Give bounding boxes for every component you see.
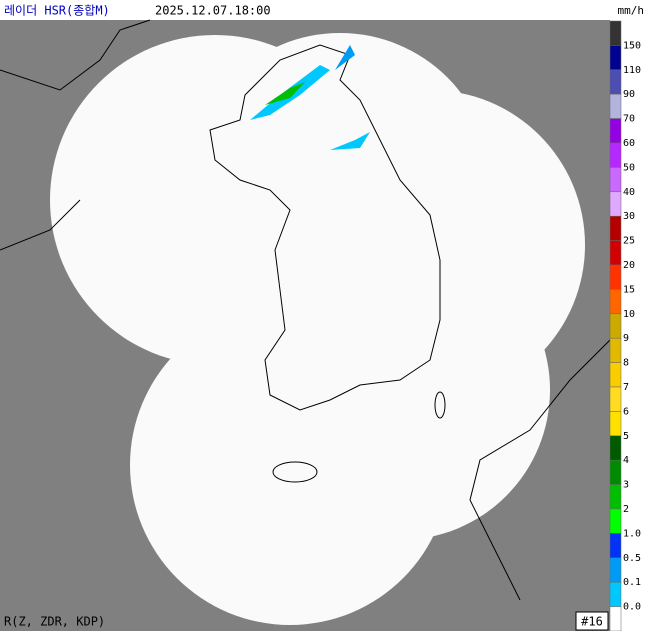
legend-label: 90 (623, 89, 635, 100)
legend-swatch (609, 240, 622, 266)
legend-label: 15 (623, 284, 635, 295)
title: 레이더 HSR(종합M) (4, 4, 110, 18)
precipitation (250, 45, 370, 150)
legend-swatch (609, 118, 622, 144)
legend-label: 4 (623, 455, 629, 466)
legend-swatch (609, 337, 622, 363)
legend-label: 110 (623, 65, 641, 76)
legend-swatch (609, 215, 622, 241)
legend-label: 70 (623, 114, 635, 125)
legend-swatch (609, 386, 622, 412)
legend: 150 110 90 70 60 50 40 30 25 20 15 10 9 8 7 6 5 4 3 2 1.0 0.5… (609, 20, 641, 632)
legend-swatch (609, 484, 622, 510)
legend-swatch (609, 191, 622, 217)
legend-label: 60 (623, 138, 635, 149)
legend-swatch (609, 289, 622, 315)
legend-label: 50 (623, 162, 635, 173)
coverage (50, 33, 585, 625)
legend-swatch (609, 264, 622, 290)
legend-label: 150 (623, 40, 641, 51)
legend-label: 2 (623, 504, 629, 515)
unit: mm/h (618, 4, 645, 17)
station-count: #16 (581, 615, 603, 629)
legend-label: 40 (623, 187, 635, 198)
legend-swatch (609, 142, 622, 168)
station-box (575, 611, 609, 631)
legend-swatch (609, 508, 622, 534)
map (0, 19, 611, 631)
legend-swatch (609, 606, 622, 632)
legend-swatch (609, 93, 622, 119)
legend-label: 30 (623, 211, 635, 222)
legend-label: 8 (623, 358, 629, 369)
coastline (0, 19, 611, 601)
legend-swatch (609, 45, 622, 71)
legend-swatch (609, 435, 622, 461)
legend-label: 5 (623, 431, 629, 442)
legend-label: 0.0 (623, 602, 641, 613)
legend-label: 20 (623, 260, 635, 271)
method: R(Z, ZDR, KDP) (4, 615, 105, 629)
timestamp: 2025.12.07.18:00 (155, 4, 271, 18)
legend-swatch (609, 459, 622, 485)
legend-label: 6 (623, 406, 629, 417)
legend-label: 0.5 (623, 553, 641, 564)
legend-swatch (609, 167, 622, 193)
legend-swatch (609, 313, 622, 339)
legend-swatch (609, 362, 622, 388)
legend-swatch (609, 581, 622, 607)
legend-label: 0.1 (623, 577, 641, 588)
legend-swatch (609, 69, 622, 95)
legend-swatch (609, 20, 622, 46)
legend-label: 1.0 (623, 528, 641, 539)
legend-swatch (609, 411, 622, 437)
legend-label: 9 (623, 333, 629, 344)
legend-label: 3 (623, 480, 629, 491)
legend-label: 10 (623, 309, 635, 320)
legend-label: 25 (623, 236, 635, 247)
legend-swatch (609, 557, 622, 583)
legend-swatch (609, 533, 622, 559)
legend-label: 7 (623, 382, 629, 393)
